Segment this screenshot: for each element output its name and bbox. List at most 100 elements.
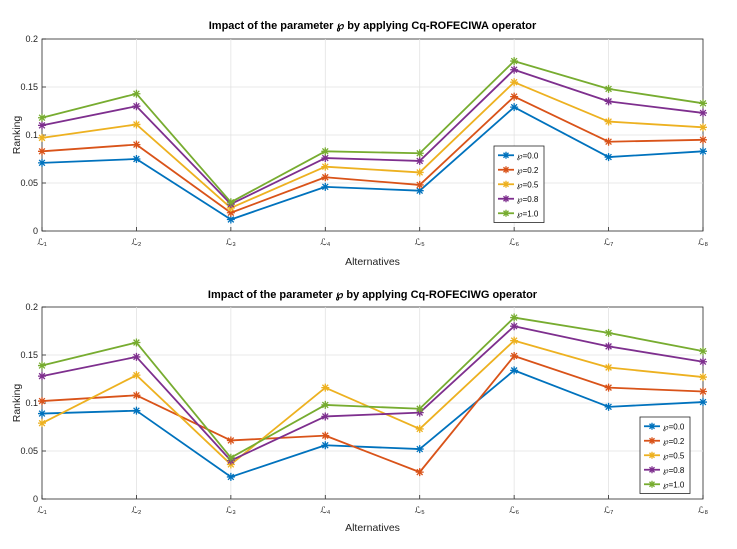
- data-point: [321, 147, 330, 156]
- series-4: [38, 313, 707, 462]
- legend-label: ℘=0.5: [663, 451, 685, 460]
- data-point: [38, 113, 46, 122]
- legend-item: ℘=0.2: [498, 166, 539, 175]
- x-tick-label: ℒ₂: [131, 505, 141, 515]
- legend-item: ℘=0.8: [644, 466, 685, 475]
- data-point: [699, 347, 707, 356]
- data-point: [38, 121, 46, 130]
- data-point: [510, 57, 519, 66]
- data-point: [604, 402, 613, 411]
- x-tick-label: ℒ₄: [320, 505, 330, 515]
- series-0: [38, 103, 707, 224]
- data-point: [132, 391, 141, 400]
- data-point: [510, 322, 519, 331]
- x-axis-label: Alternatives: [345, 522, 400, 534]
- series-0: [38, 366, 707, 481]
- data-point: [226, 472, 235, 481]
- data-point: [510, 336, 519, 345]
- data-point: [604, 328, 613, 337]
- y-tick-label: 0.1: [25, 130, 38, 140]
- series-line: [41, 339, 704, 466]
- data-point: [415, 468, 424, 477]
- data-point: [510, 78, 519, 87]
- x-tick-label: ℒ₃: [226, 237, 236, 247]
- x-tick-label: ℒ₂: [131, 237, 141, 247]
- legend-marker: [648, 422, 656, 430]
- data-point: [415, 424, 424, 433]
- legend-marker: [502, 180, 510, 188]
- data-point: [510, 92, 519, 101]
- data-point: [132, 406, 141, 415]
- data-point: [226, 453, 235, 462]
- legend-marker: [648, 480, 656, 488]
- data-point: [321, 162, 330, 171]
- data-point: [604, 137, 613, 146]
- data-point: [699, 123, 707, 132]
- legend-marker: [502, 195, 510, 203]
- legend-item: ℘=1.0: [644, 480, 685, 489]
- data-point: [321, 182, 330, 191]
- data-point: [132, 352, 141, 361]
- data-point: [132, 140, 141, 149]
- data-point: [38, 133, 46, 142]
- legend-item: ℘=1.0: [498, 209, 539, 218]
- data-point: [604, 383, 613, 392]
- data-point: [510, 366, 519, 375]
- series-4: [38, 57, 707, 207]
- x-tick-label: ℒ₃: [226, 505, 236, 515]
- series-line: [41, 95, 704, 214]
- data-point: [132, 338, 141, 347]
- x-axis-label: Alternatives: [345, 256, 400, 268]
- data-point: [132, 155, 141, 163]
- data-point: [226, 436, 235, 445]
- data-point: [604, 363, 613, 372]
- x-tick-label: ℒ₈: [698, 237, 708, 247]
- series-line: [41, 60, 704, 204]
- legend-label: ℘=0.8: [663, 466, 685, 475]
- x-tick-label: ℒ₇: [604, 237, 614, 247]
- data-point: [415, 186, 424, 195]
- y-tick-label: 0.2: [25, 302, 38, 312]
- legend-label: ℘=0.0: [663, 422, 685, 431]
- y-axis-label: Ranking: [11, 384, 23, 423]
- x-tick-label: ℒ₅: [415, 237, 425, 247]
- data-point: [699, 99, 707, 108]
- data-point: [604, 84, 613, 93]
- data-point: [38, 158, 46, 167]
- chart-title: Impact of the parameter ℘ by applying Cq…: [208, 289, 538, 301]
- legend-label: ℘=0.2: [517, 166, 539, 175]
- data-point: [510, 103, 519, 112]
- data-point: [132, 89, 141, 98]
- data-point: [132, 120, 141, 129]
- legend-marker: [502, 209, 510, 217]
- data-point: [510, 313, 519, 322]
- data-point: [321, 431, 330, 440]
- x-tick-label: ℒ₆: [509, 237, 519, 247]
- legend-item: ℘=0.0: [498, 151, 539, 160]
- legend-marker: [502, 166, 510, 174]
- data-point: [226, 198, 235, 207]
- data-point: [38, 397, 46, 406]
- legend-label: ℘=0.2: [663, 437, 685, 446]
- data-point: [132, 102, 141, 111]
- chart-ciwa: 0 0.05 0.1 0.15 0.2 ℒ₁ ℒ₂ ℒ₃ ℒ₄ ℒ₅ ℒ₆ ℒ₇ ℒ₈ Impact of…: [11, 20, 708, 268]
- data-point: [699, 398, 707, 407]
- data-point: [699, 135, 707, 144]
- data-point: [699, 147, 707, 156]
- x-tick-label: ℒ₅: [415, 505, 425, 515]
- data-point: [321, 154, 330, 163]
- data-point: [510, 65, 519, 74]
- data-point: [132, 371, 141, 380]
- chart-title: Impact of the parameter ℘ by applying Cq…: [209, 20, 537, 32]
- chart-ciwg: 0 0.05 0.1 0.15 0.2 ℒ₁ ℒ₂ ℒ₃ ℒ₄ ℒ₅ ℒ₆ ℒ₇ ℒ₈ Impact of…: [11, 289, 708, 534]
- data-point: [510, 351, 519, 360]
- data-point: [604, 97, 613, 106]
- x-tick-label: ℒ₈: [698, 505, 708, 515]
- y-tick-label: 0.05: [20, 446, 38, 456]
- data-point: [38, 419, 46, 428]
- data-point: [226, 208, 235, 217]
- series-2: [38, 78, 707, 212]
- data-point: [604, 342, 613, 351]
- legend-label: ℘=0.0: [517, 151, 539, 160]
